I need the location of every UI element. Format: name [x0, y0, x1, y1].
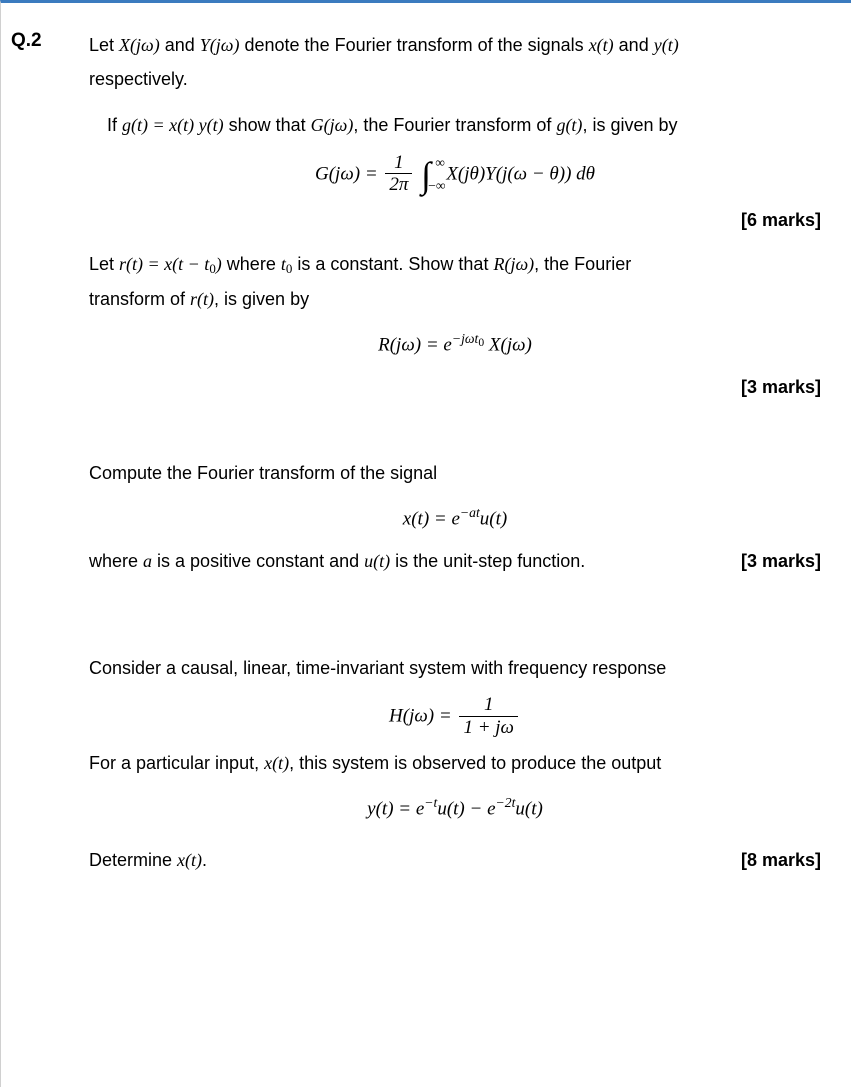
part-a-equation: G(jω) = 12π ∫∞−∞ X(jθ)Y(j(ω − θ)) dθ — [89, 153, 821, 198]
eq-lhs: G(jω) = — [315, 163, 382, 184]
text: Let — [89, 35, 119, 55]
text: , is given by — [214, 289, 309, 309]
exam-page: Q.2 Let X(jω) and Y(jω) denote the Fouri… — [0, 0, 851, 1087]
eq-mid: u(t) − e — [437, 798, 495, 819]
math-yt: y(t) — [654, 35, 679, 55]
text: If — [107, 115, 122, 135]
int-upper: ∞ — [435, 157, 445, 169]
part-d-line2: For a particular input, x(t), this syste… — [89, 746, 821, 780]
text: For a particular input, — [89, 753, 264, 773]
eq-lhs: H(jω) = — [389, 706, 456, 727]
part-c: Compute the Fourier transform of the sig… — [89, 456, 821, 578]
exponent: −jωt0 — [452, 331, 484, 346]
text: transform of — [89, 289, 190, 309]
text: Let — [89, 254, 119, 274]
int-lower: −∞ — [428, 180, 446, 192]
part-b: Let r(t) = x(t − t0) where t0 is a const… — [89, 247, 821, 404]
text: , the Fourier — [534, 254, 631, 274]
part-d-line3: Determine x(t). [8 marks] — [89, 843, 821, 877]
integral-symbol: ∫∞−∞ — [421, 159, 431, 191]
part-d-line1: Consider a causal, linear, time-invarian… — [89, 651, 821, 685]
text: and — [160, 35, 200, 55]
eq-rhs: X(jω) — [484, 335, 532, 356]
math-xt: x(t) — [589, 35, 614, 55]
math: u(t) — [364, 551, 390, 571]
part-c-line2: where a is a positive constant and u(t) … — [89, 544, 821, 578]
spacer — [89, 414, 821, 444]
exponent: −2t — [496, 795, 516, 810]
part-d-marks: [8 marks] — [741, 843, 821, 877]
fraction: 11 + jω — [459, 695, 518, 740]
question-number: Q.2 — [11, 28, 89, 52]
math: R(jω) — [493, 254, 534, 274]
denominator: 2π — [385, 174, 412, 197]
text: show that — [224, 115, 311, 135]
spacer — [89, 584, 821, 639]
text: is the unit-step function. — [390, 551, 585, 571]
part-c-line1: Compute the Fourier transform of the sig… — [89, 456, 821, 490]
math: x(t) — [177, 850, 202, 870]
text: denote the Fourier transform of the sign… — [240, 35, 589, 55]
part-b-equation: R(jω) = e−jωt0 X(jω) — [89, 326, 821, 363]
math: a — [143, 551, 152, 571]
part-d-eq1: H(jω) = 11 + jω — [89, 695, 821, 740]
eq-lhs: R(jω) = e — [378, 335, 452, 356]
part-c-equation: x(t) = e−atu(t) — [89, 500, 821, 537]
eq-rhs: u(t) — [480, 509, 507, 530]
math-X: X(jω) — [119, 35, 160, 55]
part-a-marks: [6 marks] — [89, 203, 821, 237]
text: . — [202, 850, 207, 870]
exponent: −t — [424, 795, 437, 810]
text: respectively. — [89, 69, 188, 89]
numerator: 1 — [385, 153, 412, 175]
eq-mid: u(t) — [515, 798, 542, 819]
text: Determine — [89, 850, 177, 870]
text: is a constant. Show that — [292, 254, 493, 274]
numerator: 1 — [459, 695, 518, 717]
text: where — [222, 254, 281, 274]
question-row: Q.2 Let X(jω) and Y(jω) denote the Fouri… — [11, 28, 821, 884]
part-a-text: If g(t) = x(t) y(t) show that G(jω), the… — [89, 108, 821, 142]
text: where — [89, 551, 143, 571]
eq-lhs: x(t) = e — [403, 509, 460, 530]
text: and — [614, 35, 654, 55]
part-a: If g(t) = x(t) y(t) show that G(jω), the… — [89, 108, 821, 237]
text: , the Fourier transform of — [353, 115, 556, 135]
math: r(t) = x(t − t0) — [119, 254, 222, 274]
part-d: Consider a causal, linear, time-invarian… — [89, 651, 821, 878]
denominator: 1 + jω — [459, 717, 518, 740]
fraction: 12π — [385, 153, 412, 198]
exponent: −at — [460, 505, 480, 520]
spacer — [89, 833, 821, 843]
math: g(t) — [556, 115, 582, 135]
math: r(t) — [190, 289, 214, 309]
part-b-text: Let r(t) = x(t − t0) where t0 is a const… — [89, 247, 821, 316]
math-Y: Y(jω) — [200, 35, 240, 55]
math: t0 — [281, 254, 293, 274]
text: , is given by — [582, 115, 677, 135]
part-d-eq2: y(t) = e−tu(t) − e−2tu(t) — [89, 790, 821, 827]
intro-para: Let X(jω) and Y(jω) denote the Fourier t… — [89, 28, 821, 96]
math: G(jω) — [311, 115, 354, 135]
question-body: Let X(jω) and Y(jω) denote the Fourier t… — [89, 28, 821, 884]
integrand: X(jθ)Y(j(ω − θ)) dθ — [446, 163, 595, 184]
math: g(t) = x(t) y(t) — [122, 115, 224, 135]
math: x(t) — [264, 753, 289, 773]
text: is a positive constant and — [152, 551, 364, 571]
eq-lhs: y(t) = e — [367, 798, 424, 819]
text: , this system is observed to produce the… — [289, 753, 661, 773]
part-c-marks: [3 marks] — [741, 544, 821, 578]
part-b-marks: [3 marks] — [89, 370, 821, 404]
